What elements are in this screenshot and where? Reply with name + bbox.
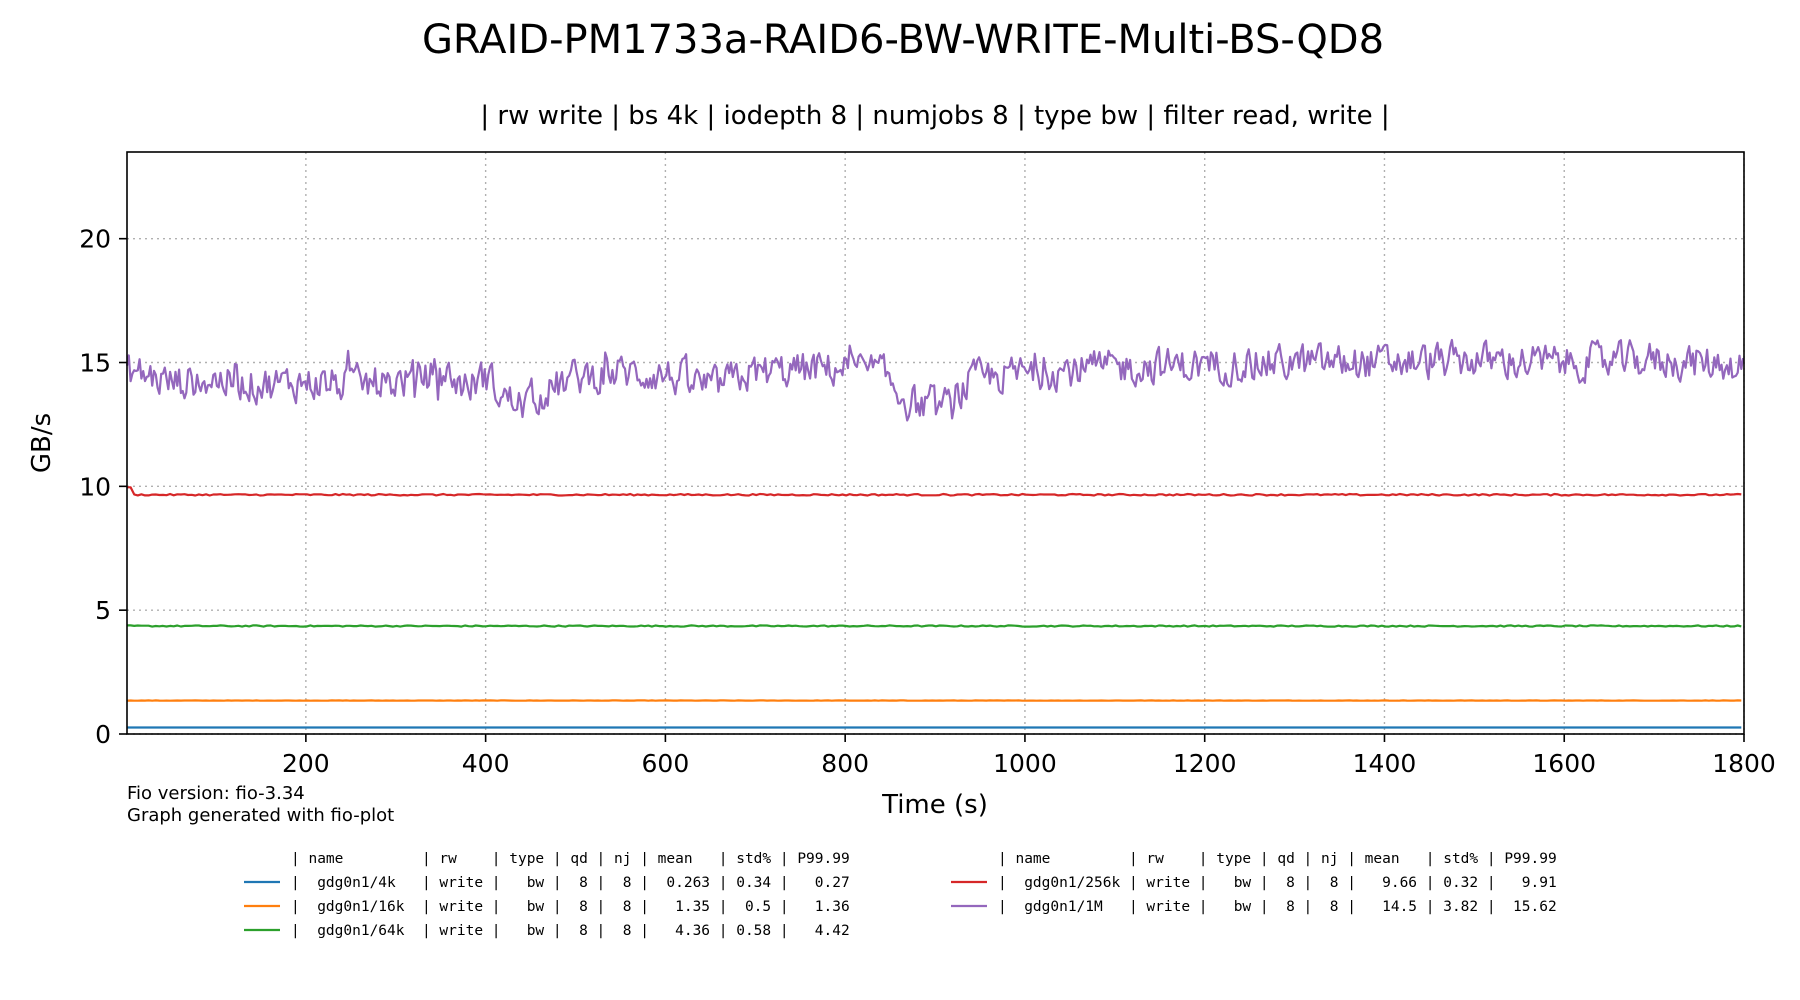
legend-row: | gdg0n1/16k | write | bw | 8 | 8 | 1.35… xyxy=(291,899,850,915)
y-tick-label: 0 xyxy=(95,720,111,749)
legend-row: | gdg0n1/64k | write | bw | 8 | 8 | 4.36… xyxy=(291,923,850,939)
plot-area-frame xyxy=(126,151,1745,735)
series-line-gdg0n1-1m xyxy=(125,338,1745,422)
x-tick-label: 1000 xyxy=(993,749,1057,778)
legend-row: | gdg0n1/4k | write | bw | 8 | 8 | 0.263… xyxy=(291,875,850,891)
x-tick-label: 400 xyxy=(462,749,510,778)
legend-table: | name | rw | type | qd | nj | mean | st… xyxy=(244,851,1557,939)
x-tick-label: 200 xyxy=(282,749,330,778)
x-tick-label: 1600 xyxy=(1532,749,1596,778)
axis-ticks: 200 400 600 800 1000 1200 1400 1600 1800 0 5 10 15 20 xyxy=(79,225,1776,778)
fio-version-note: Fio version: fio-3.34 xyxy=(127,783,305,804)
y-tick-label: 10 xyxy=(79,472,111,501)
chart-title: GRAID-PM1733a-RAID6-BW-WRITE-Multi-BS-QD… xyxy=(422,17,1384,63)
x-tick-label: 1800 xyxy=(1712,749,1776,778)
y-tick-label: 20 xyxy=(79,225,111,254)
legend-header: | name | rw | type | qd | nj | mean | st… xyxy=(291,851,850,867)
legend-header: | name | rw | type | qd | nj | mean | st… xyxy=(998,851,1557,867)
legend-row: | gdg0n1/256k | write | bw | 8 | 8 | 9.6… xyxy=(998,875,1557,891)
fio-plot-note: Graph generated with fio-plot xyxy=(127,805,394,826)
y-tick-label: 15 xyxy=(79,349,111,378)
y-tick-label: 5 xyxy=(95,596,111,625)
series-line-gdg0n1-256k xyxy=(127,486,1742,497)
legend-row: | gdg0n1/1M | write | bw | 8 | 8 | 14.5 … xyxy=(998,899,1557,915)
x-axis-label: Time (s) xyxy=(881,790,988,820)
chart-subtitle: | rw write | bs 4k | iodepth 8 | numjobs… xyxy=(480,101,1389,131)
x-tick-label: 1400 xyxy=(1353,749,1417,778)
x-tick-label: 800 xyxy=(821,749,869,778)
x-tick-label: 1200 xyxy=(1173,749,1237,778)
series-line-gdg0n1-64k xyxy=(127,624,1742,628)
grid-lines xyxy=(127,152,1745,735)
y-axis-label: GB/s xyxy=(27,413,57,473)
x-tick-label: 600 xyxy=(642,749,690,778)
series-lines xyxy=(125,338,1745,729)
